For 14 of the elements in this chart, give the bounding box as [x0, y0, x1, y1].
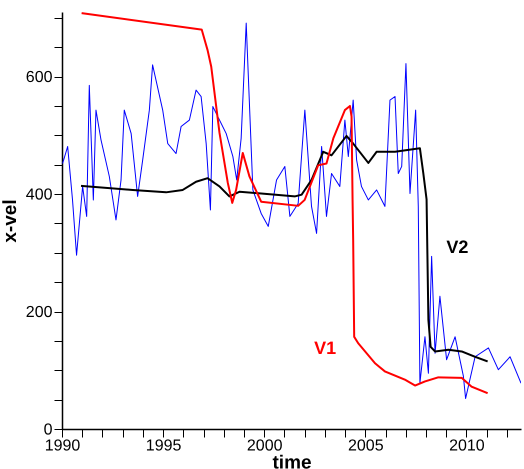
- y-axis-title: x-vel: [0, 199, 21, 243]
- x-tick-label: 1995: [146, 438, 182, 454]
- series-label: V1: [314, 338, 336, 358]
- y-tick-label: 0: [44, 422, 53, 438]
- x-tick-label: 1990: [44, 438, 80, 454]
- y-tick-label: 400: [26, 186, 53, 204]
- x-axis-title: time: [272, 452, 312, 469]
- x-tick-label: 2010: [449, 438, 485, 454]
- x-tick-label: 2005: [348, 438, 384, 454]
- line-series: [80, 134, 489, 362]
- y-tick-label: 600: [26, 69, 53, 86]
- y-tick-label: 200: [26, 304, 53, 322]
- x-tick-label: 2000: [246, 438, 283, 454]
- series-label: V2: [446, 236, 468, 257]
